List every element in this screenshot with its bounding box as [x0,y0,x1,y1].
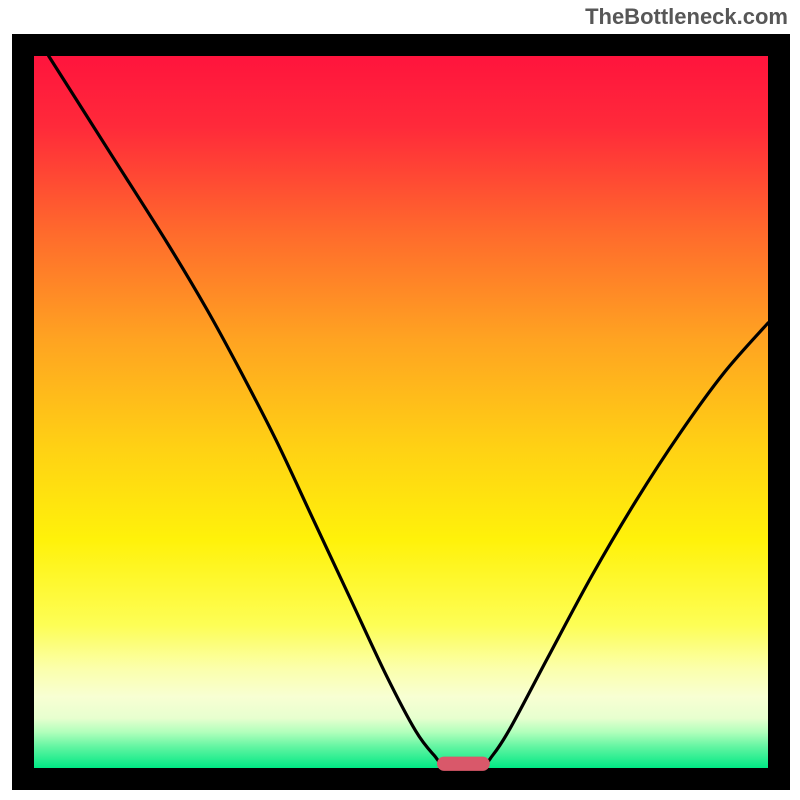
plot-background [34,56,768,768]
watermark-text: TheBottleneck.com [585,4,788,30]
chart-svg [0,0,800,800]
optimal-marker [437,757,490,771]
bottleneck-chart: TheBottleneck.com [0,0,800,800]
